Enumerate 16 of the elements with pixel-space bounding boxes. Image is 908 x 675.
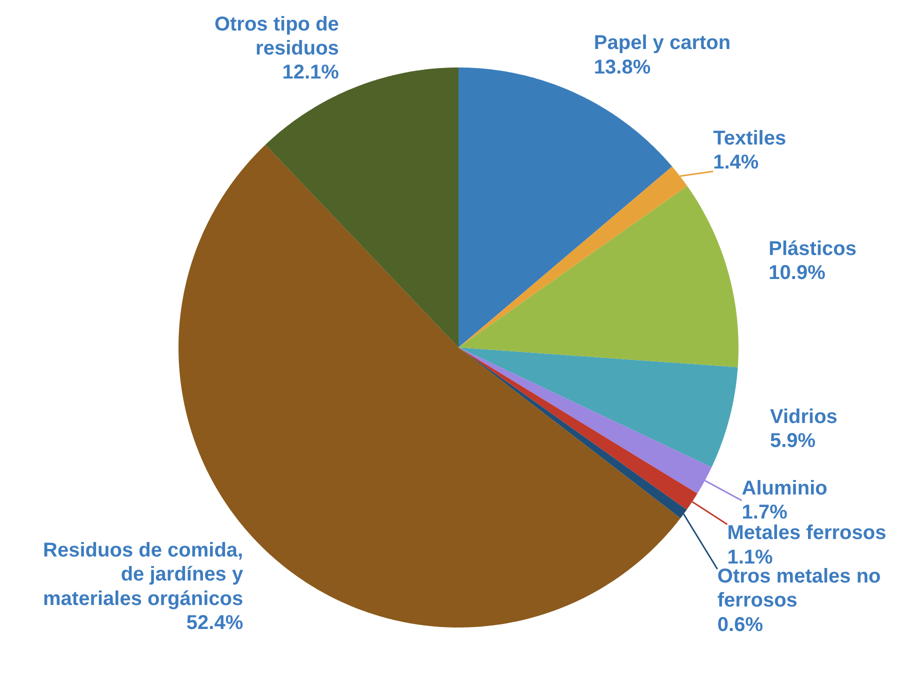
- data-label: 1.7%: [742, 502, 788, 524]
- slice-label: Metales ferrosos: [727, 522, 886, 544]
- slice-label: Vidrios: [770, 406, 838, 428]
- data-label: 5.9%: [770, 430, 816, 452]
- slice-label: Aluminio: [742, 477, 828, 500]
- data-label: 13.8%: [594, 56, 651, 78]
- data-label: 0.6%: [717, 614, 764, 636]
- data-label: 52.4%: [186, 612, 244, 634]
- data-label: 1.4%: [713, 151, 759, 174]
- data-label: 12.1%: [282, 62, 340, 84]
- slice-label: Plásticos: [768, 238, 856, 260]
- slice-label: Papel y carton: [594, 32, 731, 54]
- slice-label: Otros tipo de residuos: [214, 13, 339, 60]
- slice-label: Residuos de comida, de jardínes y materiales orgánicos: [43, 540, 244, 610]
- data-label: 10.9%: [768, 262, 826, 284]
- slice-label: Textiles: [713, 127, 786, 150]
